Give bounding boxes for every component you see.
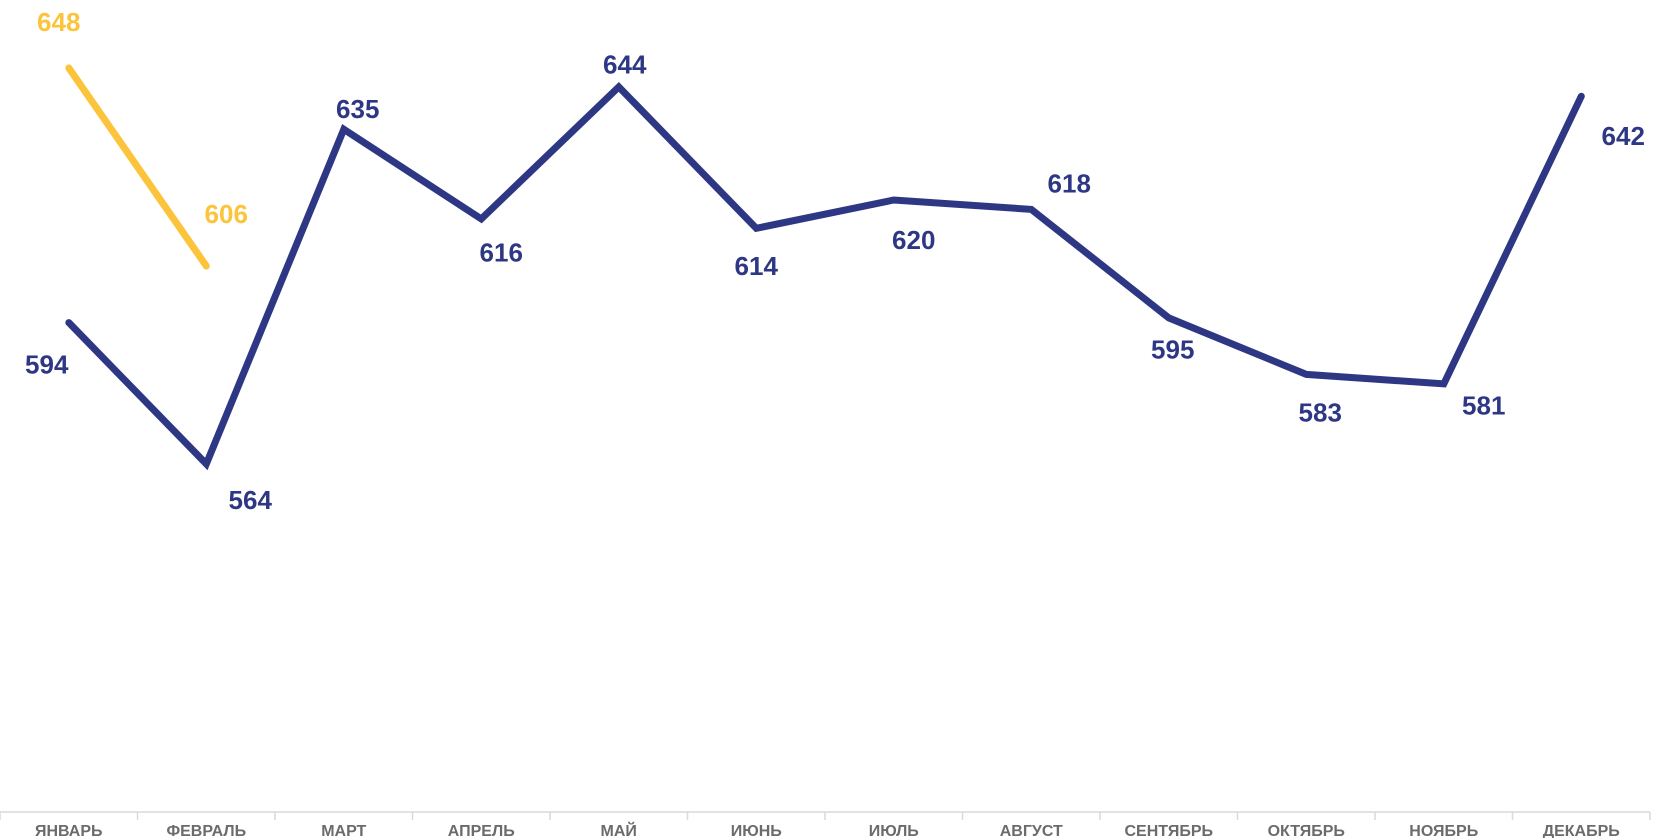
data-label: 595 xyxy=(1151,335,1194,365)
x-tick-label: МАРТ xyxy=(321,823,366,838)
data-label: 642 xyxy=(1602,121,1645,151)
data-label: 648 xyxy=(37,7,80,37)
data-label: 635 xyxy=(336,94,379,124)
data-labels: 594 564 635 616 644 614 620 618 595 583 581 642 648 6… xyxy=(25,7,1645,515)
x-tick-label: МАЙ xyxy=(601,821,637,838)
data-label: 614 xyxy=(735,251,779,281)
x-tick-label: СЕНТЯБРЬ xyxy=(1124,823,1213,838)
series-line-1 xyxy=(65,81,1585,471)
x-tick-label: НОЯБРЬ xyxy=(1409,823,1478,838)
data-label: 564 xyxy=(229,485,273,515)
data-label: 594 xyxy=(25,349,69,379)
data-label: 583 xyxy=(1299,397,1342,427)
x-tick-label: ИЮНЬ xyxy=(731,823,782,838)
x-axis: ЯНВАРЬ ФЕВРАЛЬ МАРТ АПРЕЛЬ МАЙ ИЮНЬ ИЮЛЬ АВГУСТ… xyxy=(0,811,1651,838)
data-label: 620 xyxy=(892,225,935,255)
series-line-2 xyxy=(65,64,210,270)
data-label: 644 xyxy=(603,50,647,80)
data-label: 606 xyxy=(205,199,248,229)
data-label: 618 xyxy=(1048,168,1091,198)
x-tick-label: ЯНВАРЬ xyxy=(35,823,103,838)
x-tick-label: ФЕВРАЛЬ xyxy=(166,823,246,838)
x-tick-label: ИЮЛЬ xyxy=(869,823,919,838)
x-tick-label: ОКТЯБРЬ xyxy=(1268,823,1345,838)
data-label: 581 xyxy=(1462,391,1505,421)
data-label: 616 xyxy=(480,238,523,268)
series-lines xyxy=(65,64,1585,471)
x-tick-label: АПРЕЛЬ xyxy=(448,823,515,838)
x-tick-label: ДЕКАБРЬ xyxy=(1543,823,1620,838)
x-tick-label: АВГУСТ xyxy=(1000,823,1063,838)
